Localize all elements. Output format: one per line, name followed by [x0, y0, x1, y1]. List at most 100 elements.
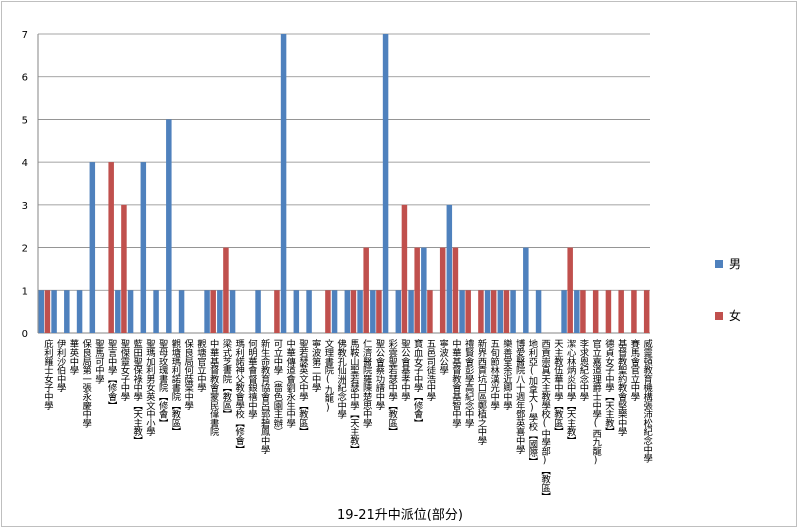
x-category-label: 中華基督教會基智中學 — [450, 338, 462, 428]
bar-male — [166, 119, 172, 333]
bar-male — [395, 290, 402, 333]
y-tick-label: 5 — [22, 115, 28, 126]
x-category-label: 聖母玫瑰書院【修會】 — [157, 339, 169, 427]
bar-male — [535, 290, 542, 333]
x-category-label: 賽馬會官立中學 — [628, 338, 640, 402]
bar-male — [574, 290, 580, 333]
bar-female — [439, 247, 446, 333]
x-category-label: 觀塘瑪利諾書院【教區】 — [169, 338, 181, 436]
x-category-label: 藍田聖保祿中學【天主教】 — [131, 338, 143, 444]
x-category-label: 聖公會基孝中學 — [399, 339, 411, 402]
bar-male — [306, 290, 312, 333]
x-category-label: 寧波第二中學 — [310, 338, 322, 393]
x-category-label: 新界西貢坑口區鄭植之中學 — [475, 338, 487, 446]
x-category-label: 聖傑靈女子中學 — [118, 339, 130, 402]
bar-female — [376, 290, 382, 333]
x-category-label: 威靈頓教育機構張沛松紀念中學 — [641, 338, 653, 463]
x-category-label: 禮賢會彭學高紀念中學 — [463, 338, 475, 428]
bar-female — [44, 290, 51, 333]
bar-female — [465, 290, 471, 333]
bar-female — [605, 290, 612, 333]
bar-male — [370, 290, 376, 333]
bar-male — [344, 290, 351, 333]
x-category-label: 觀塘官立中學 — [195, 338, 207, 393]
x-category-label: 德貞女子中學【天主教】 — [603, 338, 615, 436]
x-category-label: 仁濟醫院羅陳楚思中學 — [361, 338, 373, 428]
y-tick-label: 3 — [22, 201, 28, 212]
bar-male — [153, 290, 159, 333]
bar-male — [140, 162, 147, 333]
bar-female — [325, 290, 331, 333]
x-category-label: 彩雲聖若瑟中學【教區】 — [386, 339, 398, 436]
bar-male — [64, 290, 70, 333]
bar-male — [459, 290, 465, 333]
bar-female — [503, 290, 510, 333]
bar-male — [115, 290, 121, 333]
bar-female — [121, 204, 127, 333]
bar-female — [567, 247, 573, 333]
x-category-label: 潔心林炳炎中學【天主教】 — [565, 339, 577, 445]
bar-male — [408, 290, 414, 333]
bar-male — [497, 290, 504, 333]
bar-male — [523, 247, 529, 333]
x-category-label: 保良局第一張永慶中學 — [80, 338, 92, 428]
x-category-label: 聖言中學【修會】 — [106, 339, 118, 409]
bar-male — [89, 162, 96, 333]
x-category-label: 天主教伍華中學【教區】 — [552, 339, 564, 436]
bar-female — [452, 247, 459, 333]
bar-male — [293, 290, 300, 333]
bar-female — [643, 290, 650, 333]
y-tick-label: 6 — [22, 73, 28, 84]
legend-swatch-male — [715, 260, 723, 268]
bar-female — [210, 290, 216, 333]
bar-male — [127, 290, 134, 333]
legend-label: 男 — [729, 257, 741, 271]
x-category-label: 五邑司徒浩中學 — [424, 339, 436, 402]
bar-female — [274, 290, 280, 333]
bar-male — [382, 34, 389, 333]
x-category-label: 博愛醫院八十週年鄧英喜中學 — [514, 338, 526, 455]
bar-male — [204, 290, 210, 333]
x-category-label: 庇利羅士女子中學 — [42, 338, 54, 411]
bar-male — [561, 290, 567, 333]
bar-male — [421, 247, 427, 333]
x-category-label: 五旬節林漢光中學 — [488, 339, 500, 411]
y-tick-label: 7 — [22, 30, 28, 41]
x-category-label: 佛教孔仙洲紀念中學 — [335, 338, 347, 419]
y-tick-label: 1 — [22, 286, 28, 297]
x-category-label: 伊利沙伯中學 — [55, 338, 67, 393]
x-category-label: 聖若瑟英文中學【教區】 — [297, 339, 309, 436]
x-category-label: 官立嘉道理爵士中學(西九龍) — [590, 338, 602, 465]
bar-female — [401, 204, 408, 333]
x-category-label: 樂善堂余近卿中學 — [501, 338, 513, 411]
x-category-label: 李求恩紀念中學 — [577, 338, 589, 402]
bar-female — [363, 247, 369, 333]
x-category-label: 何明華會督銀禧中學 — [246, 338, 258, 419]
bar-female — [580, 290, 586, 333]
bar-male — [446, 204, 453, 333]
x-category-label: 馬鞍山聖若瑟中學【天主教】 — [348, 339, 360, 453]
bar-female — [478, 290, 484, 333]
x-category-label: 瑪利諾神父教會學校【修會】 — [233, 339, 245, 453]
x-category-label: 中華基督教會蒙民偉書院 — [208, 338, 220, 437]
bar-female — [427, 290, 433, 333]
bar-female — [223, 247, 229, 333]
x-category-label: 保良局何蔭棠中學 — [182, 338, 194, 411]
bar-male — [229, 290, 236, 333]
legend-label: 女 — [729, 308, 741, 323]
x-category-label: 梁式芝書院【教區】 — [220, 338, 232, 418]
x-category-label: 可立中學（嗇色園主辦） — [271, 339, 283, 436]
x-category-label: 西貢崇真天主教學校(中學部)【教區】 — [539, 339, 551, 501]
x-category-label: 寶血女子中學【修會】 — [412, 338, 424, 427]
bar-male — [484, 290, 491, 333]
y-tick-label: 4 — [22, 158, 28, 169]
bar-male — [280, 34, 287, 333]
bar-female — [631, 290, 637, 333]
bar-female — [592, 290, 599, 333]
bar-female — [618, 290, 624, 333]
bar-female — [350, 290, 357, 333]
x-category-label: 聖瑪加利男女英文中小學 — [144, 339, 156, 437]
y-tick-label: 0 — [22, 329, 28, 340]
chart-title: 19-21升中派位(部分) — [337, 508, 463, 523]
